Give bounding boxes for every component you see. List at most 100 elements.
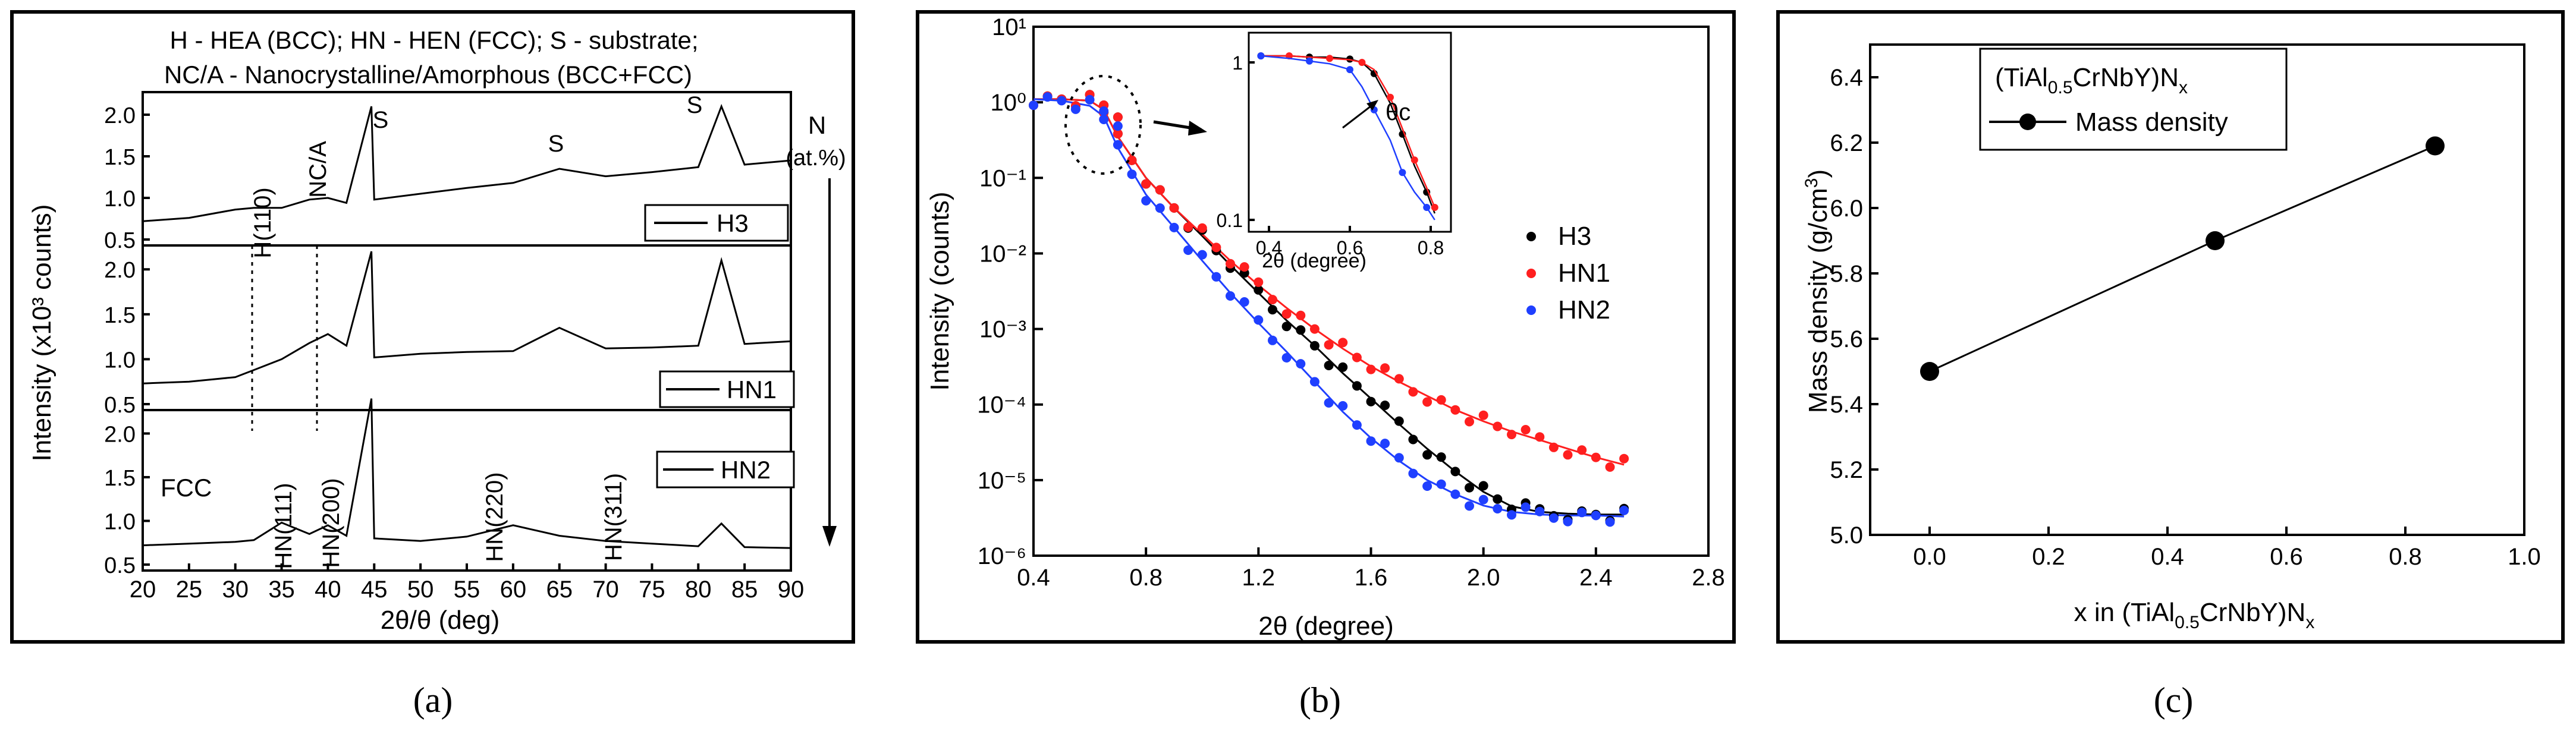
panel-a-ytick-label: 1.0: [104, 509, 136, 534]
panel-c-xtick-label: 0.4: [2151, 544, 2184, 570]
point-hn2: [1057, 96, 1067, 106]
panel-a-xtick-label: 60: [500, 576, 527, 603]
point-h3: [1281, 322, 1292, 332]
point-hn1: [1577, 445, 1587, 455]
peak-label-hn200: HN(200): [318, 478, 344, 568]
point-hn2: [1507, 510, 1516, 520]
panel-a-xtick-label: 65: [546, 576, 573, 603]
panel-a-xtick-label: 35: [268, 576, 295, 603]
point-hn2: [1183, 245, 1193, 255]
point-hn2: [1085, 94, 1095, 105]
point-hn1: [1521, 425, 1531, 434]
peak-label-fcc: FCC: [161, 474, 212, 502]
panel-c-ytick-label: 5.0: [1830, 522, 1863, 549]
point-hn1: [1113, 129, 1123, 138]
legend-label-h3: H3: [1558, 222, 1591, 251]
point-hn2: [1577, 508, 1587, 518]
legend-marker-h3: [1526, 232, 1536, 241]
inset-theta-arrow: [1342, 103, 1374, 129]
point-h3: [1465, 483, 1474, 493]
legend-h3: H3: [644, 204, 789, 242]
xrd-curve-h3: [142, 103, 791, 222]
panel-b-ytick-label: 10⁻⁴: [977, 392, 1026, 418]
panel-b-ytick-label: 10⁻²: [979, 241, 1026, 267]
panel-a-header-2: NC/A - Nanocrystalline/Amorphous (BCC+FC…: [164, 61, 692, 89]
point-h3: [1324, 361, 1334, 370]
panel-b-ytick-label: 10⁻⁵: [978, 468, 1026, 494]
point-hn2: [1352, 420, 1362, 430]
point-hn1: [1619, 453, 1629, 464]
point-hn1: [1226, 259, 1235, 269]
point-hn2: [1338, 401, 1348, 411]
point-hn2: [1226, 291, 1235, 301]
panel-b-zoom-circle: [1064, 75, 1142, 175]
point-hn1: [1394, 374, 1404, 384]
point-h3: [1268, 305, 1277, 315]
xrd-curve-hn2: [142, 398, 791, 549]
panel-b-points: [1029, 90, 1629, 527]
panel-c-ytick-label: 6.0: [1830, 196, 1863, 222]
point-hn1: [1324, 340, 1334, 350]
panel-c-frame: [1776, 10, 2565, 644]
legend-marker-hn1: [1526, 269, 1536, 278]
point-hn2: [1029, 100, 1038, 111]
inset-xlabel: 2θ (degree): [1262, 250, 1366, 272]
panel-c-ylabel: Mass density (g/cm3): [1802, 169, 1833, 413]
panel-b-frame: [916, 10, 1736, 644]
inset-point-hn1: [1387, 93, 1394, 101]
point-hn1: [1493, 421, 1503, 431]
point-hn2: [1408, 468, 1418, 478]
inset-point-hn2: [1306, 57, 1313, 65]
inset-point-hn1: [1358, 59, 1366, 66]
point-hn2: [1366, 436, 1376, 446]
panel-a-curves: [142, 103, 791, 549]
point-hn1: [1450, 405, 1460, 415]
point-h3: [1352, 381, 1362, 391]
panel-c-legend-marker: [2019, 114, 2036, 130]
legend-hn1: HN1: [659, 370, 795, 408]
panel-c-legend-entry: Mass density: [2075, 108, 2228, 137]
point-hn2: [1070, 104, 1080, 114]
inset-theta-arrowhead: [1366, 100, 1378, 111]
peak-label-s1: S: [373, 107, 389, 133]
caption-a: (a): [413, 680, 453, 720]
point-h3: [1478, 481, 1488, 491]
point-hn1: [1309, 324, 1320, 334]
point-h3: [1254, 285, 1264, 295]
panel-a-ticks: 20 25 30 35 40 45 50 55 60 65 70 75 80 85 90 0.5 1.0 1.5 2…: [104, 103, 804, 603]
panel-a-ytick-label: 0.5: [104, 553, 136, 578]
point-hn1: [1605, 462, 1615, 472]
panel-b-ytick-label: 10⁰: [990, 90, 1026, 116]
caption-b: (b): [1299, 680, 1341, 720]
panel-c-series: [1920, 136, 2445, 381]
panel-b-xtick-label: 2.0: [1467, 565, 1500, 591]
point-hn1: [1436, 395, 1446, 405]
legend-marker-hn2: [1526, 305, 1536, 315]
point-hn2: [1197, 250, 1207, 260]
point-hn2: [1113, 140, 1123, 150]
inset-point-hn1: [1431, 204, 1438, 211]
panel-a-ytick-label: 1.5: [104, 145, 136, 170]
inset-theta-label: θc: [1386, 99, 1410, 125]
panel-c-ytick-label: 5.6: [1830, 326, 1863, 352]
point-hn2: [1422, 481, 1432, 491]
point-hn1: [1296, 310, 1306, 320]
point-hn2: [1141, 196, 1151, 206]
point-hn2: [1169, 222, 1179, 232]
inset-ytick-label: 1: [1232, 52, 1243, 74]
point-hn1: [1141, 179, 1151, 189]
legend-h3-label: H3: [717, 209, 749, 237]
panel-b-xtick-label: 0.8: [1129, 565, 1163, 591]
point-hn1: [1239, 262, 1249, 272]
point-hn2: [1042, 92, 1053, 102]
panel-c-xtick-label: 0.8: [2389, 544, 2422, 570]
panel-a-plot-box: [142, 91, 792, 572]
point-h3: [1338, 362, 1348, 372]
legend-hn1-label: HN1: [727, 376, 777, 404]
panel-c-plot-box: [1869, 43, 2525, 536]
point-hn1: [1254, 277, 1264, 287]
peak-label-h110: H(110): [250, 187, 276, 258]
inset-line-hn1: [1261, 55, 1435, 208]
panel-c-xlabel: x in (TiAl0.5CrNbY)Nx: [2074, 598, 2315, 632]
